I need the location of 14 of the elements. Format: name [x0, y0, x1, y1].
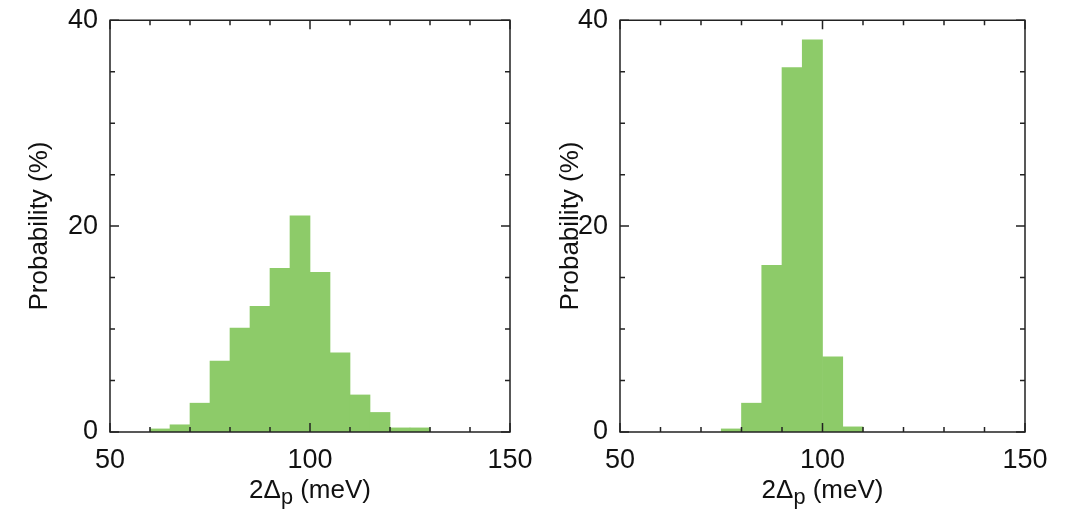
x-tick-label: 100: [287, 443, 333, 474]
x-tick-label: 150: [1002, 443, 1048, 474]
y-tick-label: 0: [592, 415, 608, 446]
x-axis-title: 2Δ$_{p}$ (meV): [248, 474, 372, 511]
y-axis-title: Probability (%): [22, 140, 54, 313]
y-tick-label: 20: [67, 209, 98, 240]
y-tick-label: 40: [577, 3, 608, 34]
x-tick-label: 50: [604, 443, 636, 474]
x-tick-label: 150: [487, 443, 533, 474]
x-tick-label: 50: [94, 443, 126, 474]
y-tick-label: 40: [67, 3, 98, 34]
x-axis-title: 2Δ$_{p}$ (meV): [760, 474, 885, 511]
y-tick-label: 0: [82, 415, 98, 446]
x-tick-label: 100: [799, 443, 846, 474]
